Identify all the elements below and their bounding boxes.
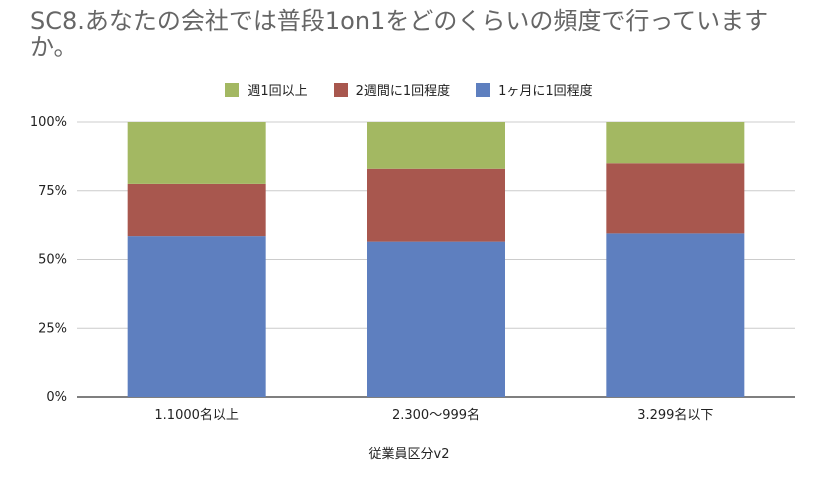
bar-segment [606, 122, 745, 164]
legend-swatch [333, 82, 348, 97]
y-tick-label: 50% [38, 253, 67, 268]
bar-segment [606, 163, 745, 234]
bar-segment [127, 236, 266, 397]
bar-segment [127, 122, 266, 184]
legend-item: 2週間に1回程度 [333, 80, 451, 99]
bar-segment [127, 183, 266, 237]
chart-title: SC8.あなたの会社では普段1on1をどのくらいの頻度で行っていますか。 [30, 7, 769, 61]
legend-swatch [225, 82, 240, 97]
bar-segment [367, 122, 505, 169]
legend-label: 2週間に1回程度 [355, 84, 451, 99]
x-axis-title: 従業員区分v2 [368, 447, 450, 462]
chart-legend: 週1回以上 2週間に1回程度 1ヶ月に1回程度 [0, 80, 818, 99]
y-tick-label: 0% [46, 390, 67, 405]
y-tick-label: 100% [30, 115, 67, 130]
bar-segment [606, 233, 745, 397]
x-tick-label: 3.299名以下 [637, 407, 713, 423]
bar-segment [367, 168, 505, 242]
y-tick-label: 75% [38, 184, 67, 199]
legend-label: 週1回以上 [247, 84, 308, 99]
x-tick-label: 1.1000名以上 [154, 407, 239, 423]
x-tick-label: 2.300〜999名 [392, 407, 480, 423]
bar-segment [367, 241, 505, 397]
legend-swatch [476, 82, 491, 97]
legend-item: 1ヶ月に1回程度 [476, 80, 593, 99]
legend-item: 週1回以上 [225, 80, 308, 99]
y-tick-label: 25% [38, 321, 67, 336]
legend-label: 1ヶ月に1回程度 [498, 84, 593, 99]
